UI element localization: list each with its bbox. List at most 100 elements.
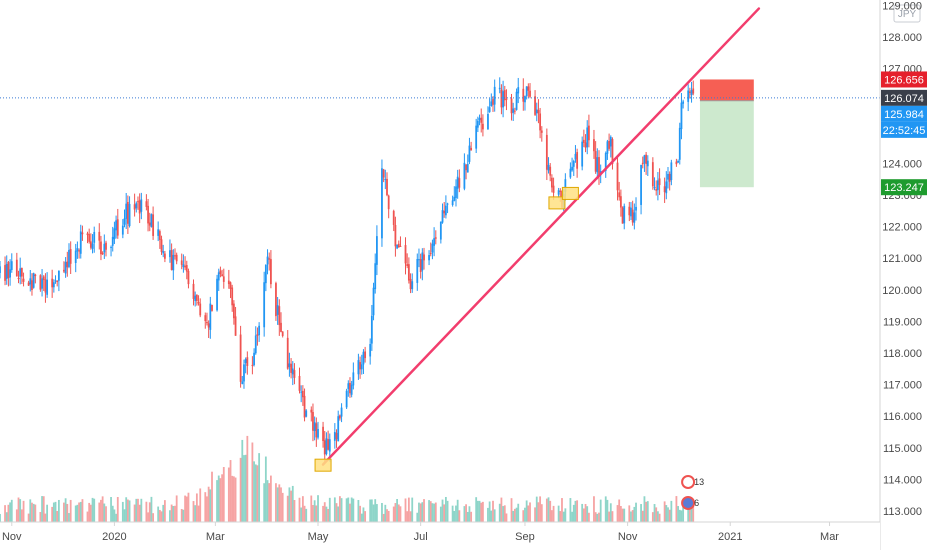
- short-position-tool[interactable]: [0, 79, 880, 188]
- candle-body: [443, 210, 446, 214]
- volume-bar: [93, 498, 96, 522]
- volume-bar: [31, 502, 33, 522]
- candle-body: [100, 241, 102, 255]
- candle-body: [475, 125, 478, 149]
- trendline-drawing[interactable]: [321, 7, 761, 466]
- candle-body: [17, 278, 20, 280]
- trendline: [321, 7, 761, 466]
- price-tag-box: [881, 71, 927, 88]
- candle-body: [444, 205, 447, 216]
- candle-body: [349, 382, 351, 394]
- candle-body: [116, 219, 119, 236]
- volume-bar: [628, 505, 631, 522]
- volume-bar: [517, 503, 520, 522]
- candle-body: [232, 303, 235, 319]
- candle-body: [397, 243, 400, 248]
- volume-bar: [227, 467, 230, 522]
- volume-bar: [431, 503, 434, 522]
- volume-bar: [609, 503, 612, 522]
- volume-bar: [569, 498, 572, 522]
- candle-body: [545, 134, 548, 170]
- volume-bar: [333, 497, 336, 522]
- volume-bar: [411, 497, 414, 522]
- volume-bar: [651, 512, 654, 522]
- candle-body: [256, 334, 259, 336]
- candle-body: [56, 280, 59, 282]
- volume-bar: [241, 439, 244, 522]
- volume-bar: [572, 504, 575, 522]
- volume-bar: [325, 506, 328, 522]
- candle-body: [628, 206, 631, 216]
- candle-body: [535, 109, 538, 114]
- volume-bar: [512, 510, 515, 522]
- candle-body: [88, 234, 91, 242]
- candle-body: [680, 102, 683, 130]
- volume-bar: [69, 499, 72, 522]
- candle-body: [34, 274, 37, 277]
- currency-unit-badge[interactable]: [893, 4, 921, 23]
- candle-body: [463, 162, 466, 189]
- candle-body: [19, 268, 22, 277]
- marked-point: [548, 196, 566, 210]
- volume-bar: [157, 506, 160, 522]
- candle-body: [163, 253, 166, 259]
- candle-body: [458, 178, 461, 188]
- volume-bar: [510, 498, 513, 522]
- time-axis-background[interactable]: [0, 522, 880, 550]
- volume-bar: [488, 501, 491, 522]
- volume-bar: [476, 500, 479, 522]
- candle-body: [133, 204, 136, 210]
- volume-bar: [298, 497, 301, 522]
- volume-bar: [29, 499, 32, 522]
- candle-body: [328, 439, 331, 452]
- volume-bar: [502, 506, 504, 522]
- volume-bar: [416, 512, 419, 522]
- candle-body: [667, 173, 669, 180]
- volume-bar: [338, 496, 341, 522]
- candle-body: [503, 90, 506, 101]
- candle-body: [433, 238, 436, 246]
- volume-bar: [335, 503, 338, 522]
- candle-body: [598, 157, 600, 177]
- candle-body: [487, 113, 489, 130]
- volume-bar: [209, 489, 212, 522]
- volume-bar: [498, 503, 501, 522]
- volume-bar: [386, 509, 388, 522]
- candle-body: [525, 86, 528, 97]
- volume-bar: [91, 497, 94, 522]
- volume-bar: [535, 496, 538, 522]
- candle-body: [338, 415, 341, 419]
- event-markers[interactable]: 13 6: [681, 475, 704, 510]
- candle-body: [522, 88, 525, 102]
- candle-body: [315, 423, 318, 438]
- candle-body: [278, 306, 281, 326]
- volume-bar: [687, 506, 690, 522]
- candle-body: [113, 228, 116, 240]
- volume-bar: [276, 487, 279, 522]
- candle-body: [441, 210, 444, 223]
- candle-body: [387, 195, 390, 210]
- volume-bar: [670, 500, 673, 522]
- volume-bar: [396, 498, 398, 522]
- volume-bar: [441, 499, 444, 522]
- volume-bar: [347, 497, 350, 522]
- volume-bar: [594, 512, 597, 522]
- volume-bar: [145, 501, 148, 522]
- candle-body: [185, 265, 188, 272]
- price-tick-label: 113.000: [883, 506, 922, 518]
- volume-bar: [194, 505, 197, 522]
- volume-bar: [656, 511, 659, 522]
- candle-body: [199, 303, 202, 316]
- volume-bar: [359, 505, 361, 522]
- candle-body: [10, 261, 13, 270]
- price-tag-label: 126.656: [884, 74, 924, 86]
- candle-body: [266, 256, 269, 265]
- volume-bar: [175, 495, 178, 522]
- candle-body: [128, 203, 131, 226]
- volume-bar: [199, 488, 202, 522]
- volume-bar: [421, 502, 424, 522]
- volume-bar: [19, 499, 22, 522]
- volume-bar: [98, 502, 101, 522]
- volume-bar: [105, 506, 107, 522]
